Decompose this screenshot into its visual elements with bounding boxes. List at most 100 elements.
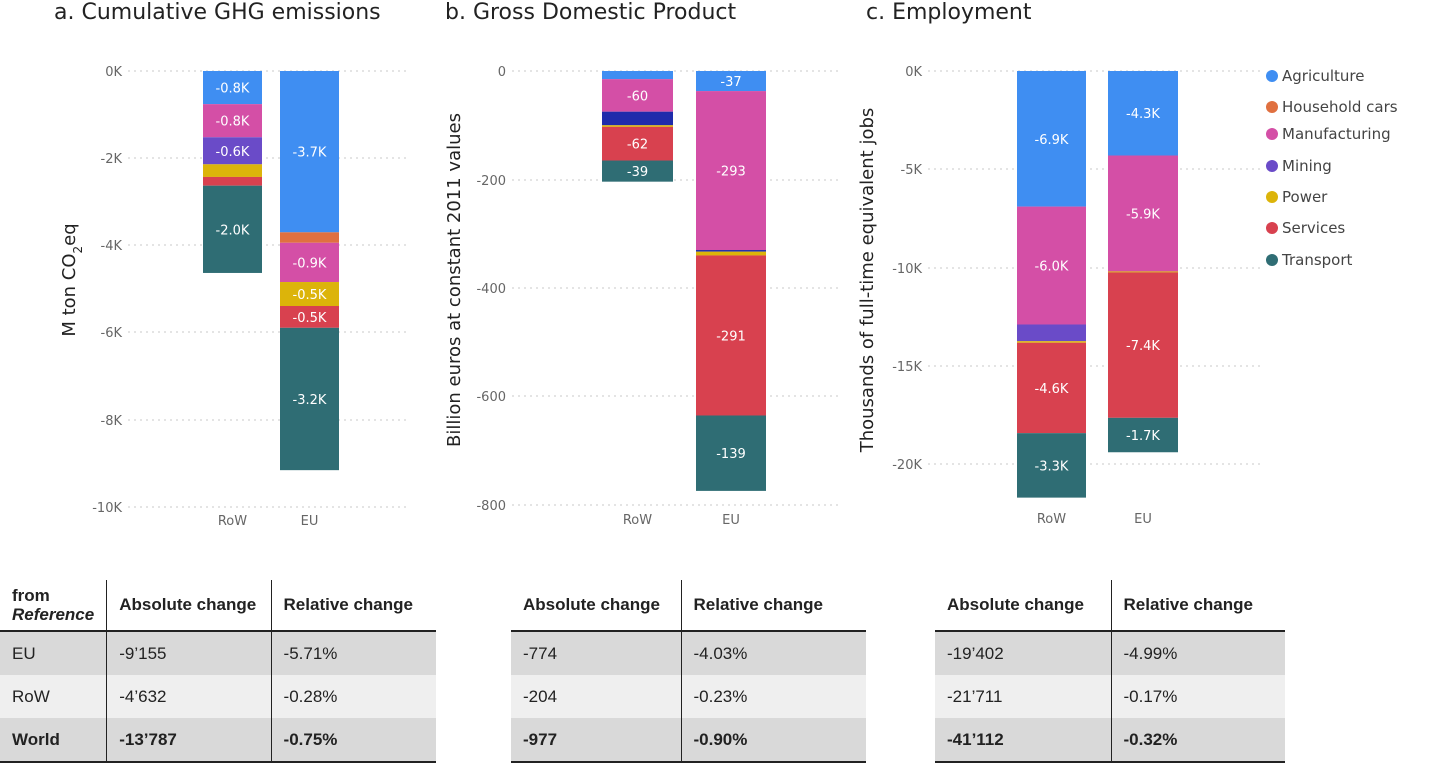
- bar-segment-gdp-dark: [696, 250, 766, 252]
- bar-segment-services: [280, 306, 339, 328]
- y-tick-label: 0K: [905, 65, 922, 80]
- table-row: -19’402 -4.99%: [935, 631, 1285, 675]
- row-label-world: World: [0, 718, 108, 763]
- legend-label-manufacturing: Manufacturing: [1282, 125, 1391, 143]
- ghg-emissions-chart: a. Cumulative GHG emissions M ton CO2eq 0K…: [54, 0, 407, 529]
- data-label: -139: [716, 447, 746, 462]
- y-tick-label: -800: [476, 499, 506, 514]
- bar-segment-services: [696, 255, 766, 416]
- emp-abs-row: -21’711: [935, 675, 1112, 718]
- bar-segment-mining: [203, 137, 262, 165]
- bar-segment-manufacturing: [280, 242, 339, 283]
- bar-segment-manufacturing: [602, 79, 673, 112]
- table-row: -977 -0.90%: [511, 718, 866, 763]
- data-label: -5.9K: [1126, 207, 1160, 222]
- bar-segment-services: [203, 176, 262, 186]
- bar-segment-agriculture: [280, 71, 339, 233]
- y-axis-label: Billion euros at constant 2011 values: [444, 113, 465, 447]
- bar-segment-transport: [280, 327, 339, 471]
- emp-abs-eu: -19’402: [935, 631, 1112, 675]
- emp-relative-change-header: Relative change: [1111, 580, 1285, 632]
- legend-label-agriculture: Agriculture: [1282, 67, 1365, 85]
- bar-segment-services: [1108, 272, 1178, 418]
- bar-segment-manufacturing: [203, 104, 262, 138]
- bar-segment-manufacturing: [1108, 155, 1178, 272]
- x-category-label: EU: [1134, 512, 1152, 527]
- emp-rel-eu: -4.99%: [1111, 631, 1285, 675]
- y-tick-label: -6K: [101, 326, 123, 341]
- ghg-abs-eu: -9’155: [106, 631, 272, 675]
- bar-segment-power: [602, 125, 673, 127]
- data-label: -62: [627, 138, 648, 153]
- gdp-absolute-change-header: Absolute change: [511, 580, 682, 632]
- row-label-eu: EU: [0, 631, 108, 675]
- legend-swatch-mining: [1266, 160, 1278, 172]
- bar-segment-mining: [1017, 324, 1086, 342]
- data-label: -39: [627, 165, 648, 180]
- table-row: -204 -0.23%: [511, 675, 866, 718]
- legend-swatch-agriculture: [1266, 70, 1278, 82]
- y-tick-label: -20K: [892, 458, 922, 473]
- y-tick-label: 0: [498, 65, 506, 80]
- legend-label-mining: Mining: [1282, 157, 1332, 175]
- y-tick-label: -10K: [92, 501, 122, 516]
- bar-segment-manufacturing: [1017, 206, 1086, 325]
- ghg-absolute-change-header: Absolute change: [106, 580, 272, 632]
- bar-segment-transport: [1108, 417, 1178, 453]
- x-category-label: EU: [301, 514, 319, 529]
- data-label: -2.0K: [216, 223, 250, 238]
- legend-swatch-transport: [1266, 254, 1278, 266]
- emp-rel-row: -0.17%: [1111, 675, 1285, 718]
- bar-segment-services: [602, 126, 673, 161]
- data-label: -293: [716, 165, 746, 180]
- bar-segment-power: [280, 282, 339, 307]
- data-label: -37: [720, 75, 741, 90]
- emp-absolute-change-header: Absolute change: [935, 580, 1112, 632]
- sector-legend: Agriculture Household cars Manufacturing Mi…: [1266, 67, 1398, 269]
- bar-segment-agriculture: [696, 71, 766, 92]
- ghg-rel-world: -0.75%: [271, 718, 436, 763]
- ghg-change-table: from Reference Absolute change Relative c…: [0, 580, 436, 763]
- y-tick-label: -200: [476, 174, 506, 189]
- table-row: RoW -4’632 -0.28%: [0, 675, 436, 718]
- bar-segment-power: [1017, 341, 1086, 343]
- gdp-rel-world: -0.90%: [681, 718, 866, 763]
- ghg-table-corner-header: from Reference: [0, 580, 108, 632]
- emp-abs-world: -41’112: [935, 718, 1112, 763]
- bar-segment-power: [696, 251, 766, 256]
- from-label: from: [12, 586, 50, 605]
- table-row: -41’112 -0.32%: [935, 718, 1285, 763]
- ghg-rel-eu: -5.71%: [271, 631, 436, 675]
- gdp-rel-row: -0.23%: [681, 675, 866, 718]
- ghg-abs-world: -13’787: [106, 718, 272, 763]
- bar-segment-agriculture: [602, 71, 673, 80]
- table-row: -21’711 -0.17%: [935, 675, 1285, 718]
- bar-segment-transport: [602, 160, 673, 182]
- gdp-abs-world: -977: [511, 718, 682, 763]
- emp-rel-world: -0.32%: [1111, 718, 1285, 763]
- data-label: -4.6K: [1035, 382, 1069, 397]
- legend-label-power: Power: [1282, 188, 1328, 206]
- y-tick-label: -15K: [892, 360, 922, 375]
- legend-swatch-manufacturing: [1266, 128, 1278, 140]
- x-category-label: RoW: [218, 514, 247, 529]
- data-label: -6.9K: [1035, 133, 1069, 148]
- legend-label-transport: Transport: [1281, 251, 1353, 269]
- x-category-label: EU: [722, 513, 740, 528]
- bar-segment-agriculture: [1108, 71, 1178, 156]
- bar-segment-agriculture: [1017, 71, 1086, 207]
- legend-label-services: Services: [1282, 219, 1345, 237]
- ghg-relative-change-header: Relative change: [271, 580, 436, 632]
- bar-segment-agriculture: [203, 71, 262, 105]
- bar-segment-services: [1017, 342, 1086, 434]
- gdp-abs-eu: -774: [511, 631, 682, 675]
- bar-segment-power: [203, 164, 262, 177]
- chart-title: b. Gross Domestic Product: [445, 0, 736, 25]
- y-axis-label: Thousands of full-time equivalent jobs: [857, 108, 878, 454]
- legend-swatch-services: [1266, 222, 1278, 234]
- y-tick-label: -10K: [892, 262, 922, 277]
- bar-segment-power: [1108, 271, 1178, 273]
- employment-chart: c. Employment Thousands of full-time equi…: [857, 0, 1262, 527]
- gdp-change-table: Absolute change Relative change -774 -4.…: [511, 580, 866, 763]
- data-label: -0.6K: [216, 145, 250, 160]
